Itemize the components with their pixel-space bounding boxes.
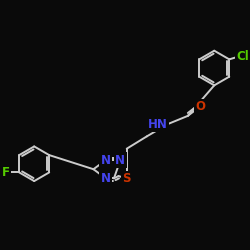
Text: S: S <box>122 172 131 185</box>
Text: HN: HN <box>148 118 168 130</box>
Text: F: F <box>2 166 10 179</box>
Text: Cl: Cl <box>236 50 249 63</box>
Text: N: N <box>101 154 111 166</box>
Text: O: O <box>196 100 205 113</box>
Text: N: N <box>101 172 111 185</box>
Text: N: N <box>115 154 125 166</box>
